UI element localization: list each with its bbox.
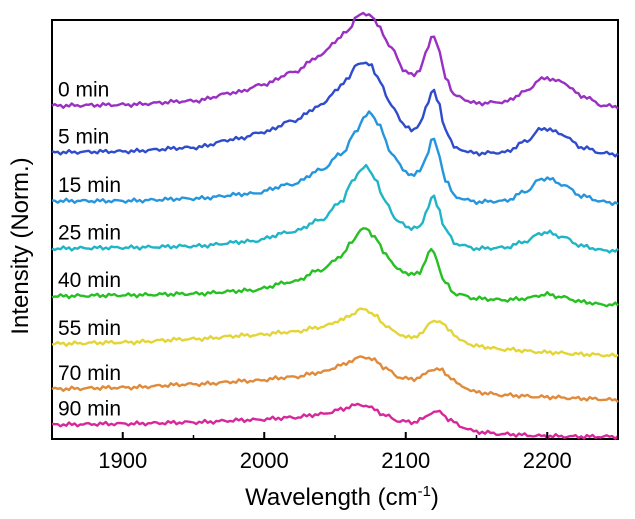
series-line-0-min: [51, 11, 619, 110]
series-line-25-min: [51, 163, 619, 254]
series-label-25-min: 25 min: [58, 222, 121, 245]
x-axis-title: Wavelength (cm-1): [245, 483, 439, 511]
series-label-55-min: 55 min: [58, 317, 121, 340]
series-line-90-min: [51, 402, 619, 440]
x-axis-title-main: Wavelength (cm: [245, 484, 418, 511]
series-line-15-min: [51, 110, 619, 207]
plot-frame: [51, 19, 619, 440]
series-line-70-min: [51, 355, 619, 403]
series-label-70-min: 70 min: [58, 362, 121, 385]
x-axis-title-end: ): [431, 484, 439, 511]
series-label-40-min: 40 min: [58, 269, 121, 292]
series-line-55-min: [51, 307, 619, 358]
y-axis-title: Intensity (Norm.): [7, 157, 34, 334]
x-axis-title-sup: -1: [418, 483, 431, 500]
x-axis-ticks: 1900 2000 2100 2200: [51, 432, 619, 473]
series-line-5-min: [51, 61, 619, 158]
series-label-15-min: 15 min: [58, 174, 121, 197]
x-tick-label-2200: 2200: [523, 448, 572, 473]
x-tick-label-2100: 2100: [381, 448, 430, 473]
series-line-40-min: [51, 227, 619, 308]
series-layer: 0 min 5 min 15 min 25 min 40 min 55 min 70 min…: [51, 11, 619, 440]
x-tick-label-1900: 1900: [98, 448, 147, 473]
series-label-0-min: 0 min: [58, 79, 109, 102]
x-tick-label-2000: 2000: [240, 448, 289, 473]
series-label-5-min: 5 min: [58, 125, 109, 148]
series-label-90-min: 90 min: [58, 398, 121, 421]
